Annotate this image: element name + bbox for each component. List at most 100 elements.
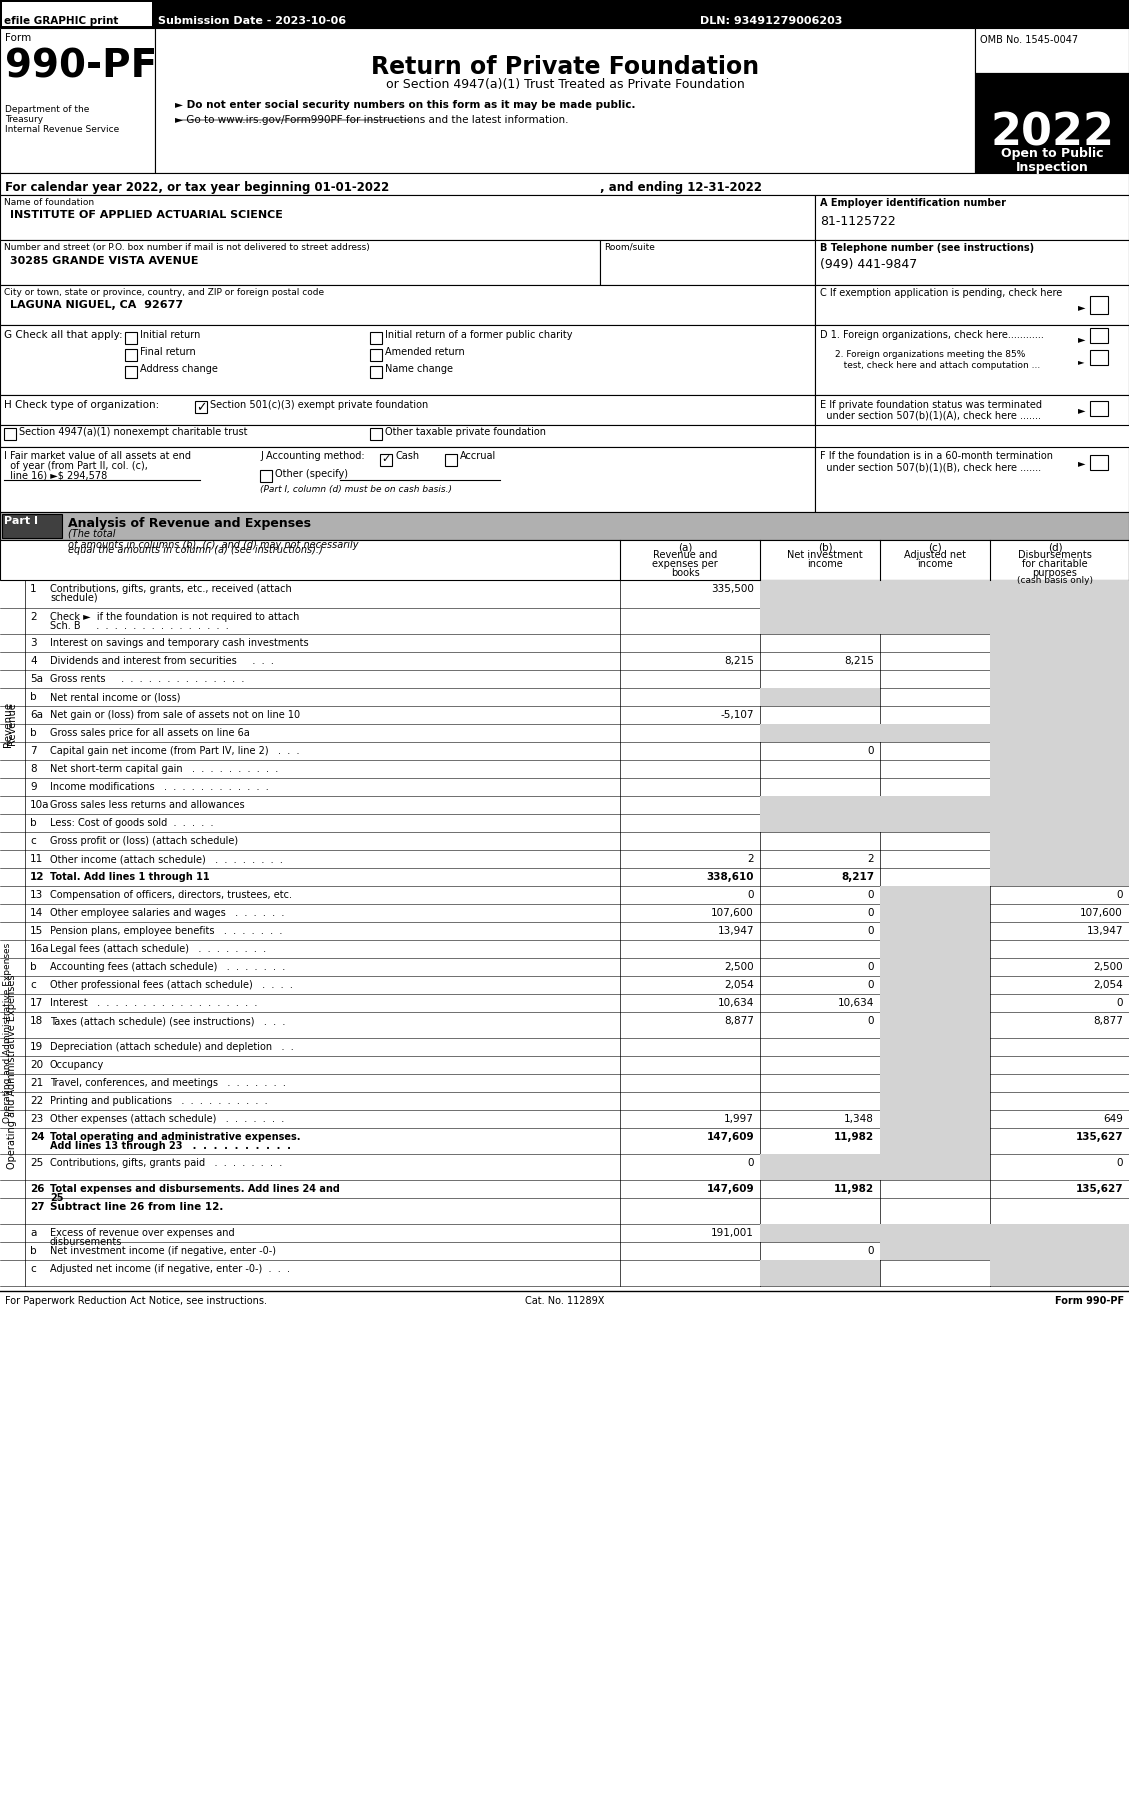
Text: 0: 0 [867, 1246, 874, 1257]
Text: Net rental income or (loss): Net rental income or (loss) [50, 692, 181, 701]
Bar [879, 958, 990, 976]
Text: 147,609: 147,609 [707, 1185, 754, 1194]
Text: F If the foundation is in a 60-month termination: F If the foundation is in a 60-month ter… [820, 451, 1053, 460]
Text: ✓: ✓ [196, 401, 207, 414]
Bar [990, 797, 1129, 814]
Text: 0: 0 [867, 962, 874, 973]
Text: Return of Private Foundation: Return of Private Foundation [371, 56, 759, 79]
Text: b: b [30, 818, 36, 829]
Text: 0: 0 [867, 746, 874, 755]
Bar [975, 29, 1129, 74]
Text: 16a: 16a [30, 944, 50, 955]
Text: OMB No. 1545-0047: OMB No. 1545-0047 [980, 34, 1078, 45]
Bar [370, 428, 382, 441]
Bar [815, 286, 1129, 325]
Text: 8,215: 8,215 [724, 656, 754, 665]
Text: Net short-term capital gain   .  .  .  .  .  .  .  .  .  .: Net short-term capital gain . . . . . . … [50, 764, 278, 773]
Bar [990, 1242, 1129, 1260]
Text: 338,610: 338,610 [707, 872, 754, 883]
Text: 6a: 6a [30, 710, 43, 719]
Text: 26: 26 [30, 1185, 44, 1194]
Text: Total expenses and disbursements. Add lines 24 and: Total expenses and disbursements. Add li… [50, 1185, 340, 1194]
Text: Section 4947(a)(1) nonexempt charitable trust: Section 4947(a)(1) nonexempt charitable … [19, 426, 247, 437]
Text: Add lines 13 through 23   .  .  .  .  .  .  .  .  .  .: Add lines 13 through 23 . . . . . . . . … [50, 1142, 291, 1151]
Text: -5,107: -5,107 [720, 710, 754, 719]
Text: Less: Cost of goods sold  .  .  .  .  .: Less: Cost of goods sold . . . . . [50, 818, 213, 829]
Text: City or town, state or province, country, and ZIP or foreign postal code: City or town, state or province, country… [5, 288, 324, 297]
Bar [879, 1073, 990, 1091]
Text: efile GRAPHIC print: efile GRAPHIC print [5, 16, 119, 25]
Bar [195, 401, 207, 414]
Text: 11,982: 11,982 [834, 1133, 874, 1142]
Bar [990, 689, 1129, 707]
Bar [370, 367, 382, 378]
Text: (cash basis only): (cash basis only) [1017, 575, 1093, 584]
Text: 27: 27 [30, 1203, 45, 1212]
Text: Travel, conferences, and meetings   .  .  .  .  .  .  .: Travel, conferences, and meetings . . . … [50, 1079, 286, 1088]
Text: Adjusted net income (if negative, enter -0-)  .  .  .: Adjusted net income (if negative, enter … [50, 1264, 290, 1275]
Text: 147,609: 147,609 [707, 1133, 754, 1142]
Text: ✓: ✓ [380, 455, 391, 464]
Text: c: c [30, 1264, 36, 1275]
Text: Sch. B     .  .  .  .  .  .  .  .  .  .  .  .  .  .  .: Sch. B . . . . . . . . . . . . . . . [50, 620, 229, 631]
Bar [990, 779, 1129, 797]
Bar [879, 886, 990, 904]
Text: b: b [30, 692, 36, 701]
Text: Name of foundation: Name of foundation [5, 198, 94, 207]
Bar [1089, 351, 1108, 365]
Text: b: b [30, 962, 36, 973]
Bar [125, 349, 137, 361]
Text: Section 501(c)(3) exempt private foundation: Section 501(c)(3) exempt private foundat… [210, 399, 428, 410]
Text: Occupancy: Occupancy [50, 1061, 104, 1070]
Text: 2: 2 [747, 854, 754, 865]
Text: Total. Add lines 1 through 11: Total. Add lines 1 through 11 [50, 872, 210, 883]
Text: Pension plans, employee benefits   .  .  .  .  .  .  .: Pension plans, employee benefits . . . .… [50, 926, 282, 937]
Bar [380, 455, 392, 466]
Text: 2. Foreign organizations meeting the 85%: 2. Foreign organizations meeting the 85% [835, 351, 1025, 360]
Text: 13,947: 13,947 [718, 926, 754, 937]
Bar [879, 581, 990, 608]
Text: 8,877: 8,877 [724, 1016, 754, 1027]
Text: Legal fees (attach schedule)   .  .  .  .  .  .  .  .: Legal fees (attach schedule) . . . . . .… [50, 944, 266, 955]
Text: 649: 649 [1103, 1115, 1123, 1124]
Text: D 1. Foreign organizations, check here............: D 1. Foreign organizations, check here..… [820, 331, 1044, 340]
Text: disbursements: disbursements [50, 1237, 122, 1248]
Bar [760, 725, 879, 743]
Text: Interest on savings and temporary cash investments: Interest on savings and temporary cash i… [50, 638, 308, 647]
Text: Adjusted net: Adjusted net [904, 550, 966, 559]
Text: Taxes (attach schedule) (see instructions)   .  .  .: Taxes (attach schedule) (see instruction… [50, 1016, 286, 1027]
Text: Inspection: Inspection [1016, 162, 1088, 174]
Text: of year (from Part II, col. (c),: of year (from Part II, col. (c), [5, 460, 148, 471]
Text: (949) 441-9847: (949) 441-9847 [820, 257, 917, 271]
Text: 0: 0 [1117, 998, 1123, 1009]
Text: 12: 12 [30, 872, 44, 883]
Text: ►: ► [1078, 358, 1085, 367]
Text: 0: 0 [867, 890, 874, 901]
Text: income: income [917, 559, 953, 568]
Bar [2, 514, 62, 538]
Text: For Paperwork Reduction Act Notice, see instructions.: For Paperwork Reduction Act Notice, see … [5, 1296, 266, 1305]
Text: Name change: Name change [385, 363, 453, 374]
Bar [990, 725, 1129, 743]
Bar [879, 1055, 990, 1073]
Text: for charitable: for charitable [1022, 559, 1088, 568]
Text: 135,627: 135,627 [1076, 1133, 1123, 1142]
Text: 11,982: 11,982 [834, 1185, 874, 1194]
Text: income: income [807, 559, 843, 568]
Bar [599, 239, 815, 286]
Bar [0, 29, 155, 173]
Text: 2022: 2022 [990, 111, 1114, 155]
Text: B Telephone number (see instructions): B Telephone number (see instructions) [820, 243, 1034, 254]
Bar [990, 1224, 1129, 1242]
Bar [2, 2, 152, 25]
Bar [815, 194, 1129, 239]
Text: 2,054: 2,054 [724, 980, 754, 991]
Text: (b): (b) [817, 541, 832, 552]
Bar [815, 448, 1129, 512]
Bar [990, 671, 1129, 689]
Text: 8,215: 8,215 [844, 656, 874, 665]
Bar [0, 512, 1129, 539]
Text: 10a: 10a [30, 800, 50, 811]
Text: Dividends and interest from securities     .  .  .: Dividends and interest from securities .… [50, 656, 274, 665]
Text: books: books [671, 568, 699, 577]
